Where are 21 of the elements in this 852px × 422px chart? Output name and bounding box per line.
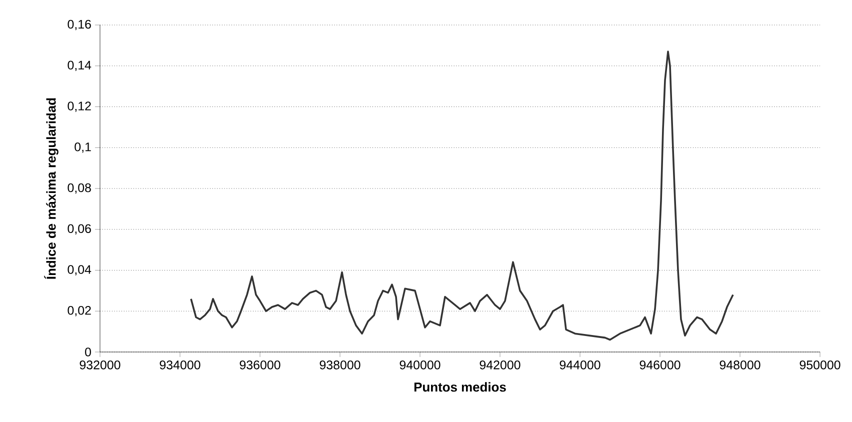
x-tick-label: 948000	[720, 360, 760, 370]
x-tick-label: 934000	[160, 360, 200, 370]
y-tick-label: 0,04	[68, 265, 92, 276]
y-tick-label: 0,14	[68, 60, 92, 72]
y-tick-label: 0,1	[74, 142, 91, 153]
x-tick-label: 940000	[400, 360, 440, 370]
x-tick-label: 942000	[480, 360, 520, 370]
x-tick-label: 944000	[560, 360, 600, 370]
y-tick-label: 0	[85, 348, 91, 356]
y-tick-label: 0,16	[68, 20, 91, 30]
y-tick-label: 0,08	[68, 183, 91, 194]
x-tick-label: 946000	[640, 360, 680, 370]
y-tick-label: 0,02	[68, 306, 91, 316]
x-tick-label: 938000	[320, 360, 360, 370]
x-tick-label: 932000	[80, 360, 120, 370]
y-tick-label: 0,12	[68, 102, 91, 112]
y-axis-title: Índice de máxima regularidad	[44, 98, 58, 279]
y-tick-label: 0,06	[68, 224, 91, 235]
x-tick-label: 950000	[800, 360, 840, 370]
x-axis-title: Puntos medios	[414, 382, 506, 392]
x-tick-label: 936000	[240, 360, 280, 370]
